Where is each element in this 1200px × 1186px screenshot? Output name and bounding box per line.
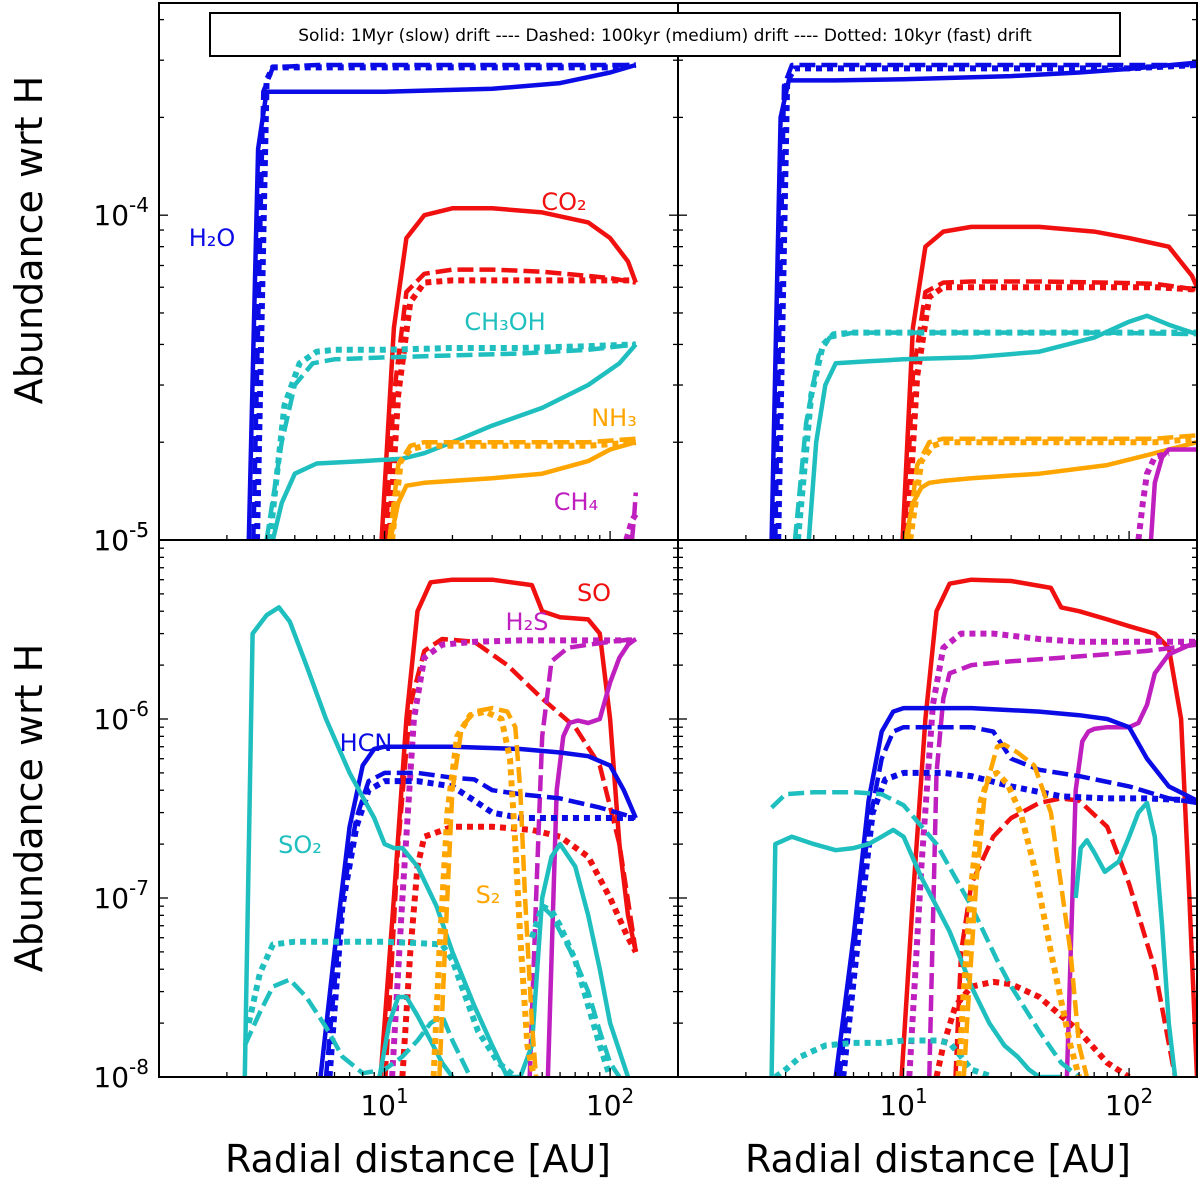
series-s2-dashed xyxy=(961,742,1090,1077)
series-group xyxy=(769,577,1197,1077)
series-label-ch3oh: CH₃OH xyxy=(464,308,545,336)
series-label-nh3: NH₃ xyxy=(591,404,637,432)
panel-frame xyxy=(677,539,1198,1078)
series-ch3oh-solid xyxy=(270,342,638,540)
series-ch4-dotted xyxy=(623,512,639,540)
series-label-hcn: HCN xyxy=(340,729,393,757)
series-co2-solid xyxy=(900,224,1197,540)
series-so2-dotted xyxy=(773,1037,995,1077)
y-tick-label: 10-4 xyxy=(93,193,149,232)
series-so2-dotted xyxy=(245,938,518,1077)
series-co2-dashed xyxy=(902,279,1197,540)
series-label-so: SO xyxy=(577,579,611,607)
series-label-s2: S₂ xyxy=(476,881,501,909)
x-tick-label: 101 xyxy=(879,1084,927,1122)
series-h2o-solid xyxy=(769,60,1197,540)
series-h2s-dotted xyxy=(906,630,1197,1077)
series-hcn-dashed xyxy=(837,724,1197,1077)
series-ch3oh-dashed xyxy=(264,342,637,540)
series-so2-solid xyxy=(769,827,1062,1077)
series-s2-dashed xyxy=(437,705,539,1077)
panel-bottom-right: 101 102 xyxy=(677,539,1198,1122)
y-tick-label: 10-8 xyxy=(93,1055,149,1094)
y-tick-label: 10-6 xyxy=(93,697,149,736)
series-nh3-dotted xyxy=(389,439,637,540)
y-tick-label: 10-5 xyxy=(93,518,149,557)
series-so2-solid xyxy=(242,605,631,1077)
panel-bottom-left: 101 102 10-5 10-6 10-7 10-8 SO H₂S HCN SO₂ S₂ xyxy=(93,518,679,1122)
series-hcn-solid xyxy=(318,744,638,1077)
series-s2-dotted xyxy=(955,769,1082,1077)
legend-box xyxy=(209,12,1121,57)
series-label-co2: CO₂ xyxy=(541,188,586,216)
series-so-dashed xyxy=(953,796,1178,1077)
series-s2-dotted xyxy=(430,708,537,1077)
series-so2-solid xyxy=(377,994,455,1077)
series-h2o-dotted xyxy=(254,62,637,540)
series-ch3oh-dotted xyxy=(266,341,636,540)
series-nh3-dotted xyxy=(907,435,1197,540)
series-nh3-dashed xyxy=(905,433,1197,540)
x-axis-label-left: Radial distance [AU] xyxy=(225,1137,611,1181)
series-so-dashed xyxy=(383,636,639,1077)
series-hcn-dotted xyxy=(840,769,1197,1077)
series-h2s-dashed xyxy=(927,642,1197,1077)
legend-text: Solid: 1Myr (slow) drift ---- Dashed: 10… xyxy=(298,26,1032,46)
series-label-h2s: H₂S xyxy=(506,608,549,636)
series-h2s-solid xyxy=(1064,639,1197,1077)
series-so2-dotted xyxy=(529,903,613,1077)
series-nh3-solid xyxy=(388,440,637,540)
series-h2o-dashed xyxy=(773,62,1197,540)
x-tick-label: 102 xyxy=(1105,1084,1153,1122)
y-tick-label: 10-7 xyxy=(93,876,149,915)
y-axis-label-top: Abundance wrt H xyxy=(7,76,51,404)
series-so2-solid xyxy=(1073,800,1178,1077)
series-ch4-dotted xyxy=(1135,450,1170,540)
x-axis-label-right: Radial distance [AU] xyxy=(745,1137,1131,1181)
y-tick-label: 10-5 xyxy=(93,518,149,557)
series-hcn-solid xyxy=(833,705,1197,1077)
series-so-solid xyxy=(899,577,1197,1077)
series-ch3oh-dotted xyxy=(794,329,1197,540)
series-co2-dotted xyxy=(904,284,1197,540)
series-so2-dashed xyxy=(770,789,1081,1077)
series-so-solid xyxy=(378,577,639,1077)
series-label-ch4: CH₄ xyxy=(554,488,598,516)
x-tick-label: 101 xyxy=(360,1084,408,1122)
series-label-h2o: H₂O xyxy=(189,224,236,252)
series-h2o-dotted xyxy=(775,62,1197,540)
series-group xyxy=(246,62,639,540)
series-co2-dashed xyxy=(383,267,637,540)
series-ch3oh-solid xyxy=(806,313,1197,540)
series-h2s-dotted xyxy=(389,637,636,1077)
series-group xyxy=(769,60,1197,540)
x-tick-label: 102 xyxy=(586,1084,634,1122)
series-so-dotted xyxy=(933,978,1131,1077)
series-co2-solid xyxy=(379,206,638,540)
series-label-so2: SO₂ xyxy=(278,831,322,859)
y-axis-label-bottom: Abundance wrt H xyxy=(7,644,51,972)
